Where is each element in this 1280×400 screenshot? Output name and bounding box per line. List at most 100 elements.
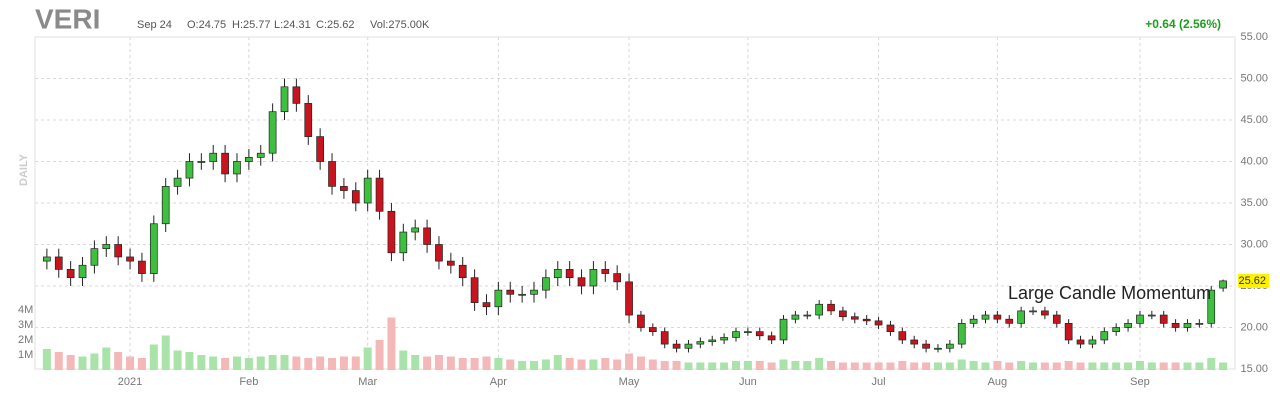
last-price-label: 25.62 (1238, 275, 1266, 287)
candle-body (506, 289, 515, 295)
volume-bar (256, 356, 265, 370)
candle-body (684, 343, 693, 349)
candle-body (173, 177, 182, 187)
candle-body (209, 152, 218, 162)
candle-body (1159, 314, 1168, 324)
volume-bar (137, 358, 146, 370)
candle-body (435, 244, 443, 262)
candle-body (981, 314, 990, 320)
volume-bar (779, 359, 788, 370)
volume-bar (993, 361, 1002, 370)
volume-bar (755, 361, 764, 370)
candle-body (886, 324, 895, 333)
candle-body (90, 248, 99, 266)
candle-body (1219, 280, 1227, 289)
volume-bar (541, 359, 550, 370)
candle-body (720, 337, 728, 341)
y-tick-label: 55.00 (1240, 31, 1268, 43)
candle-body (1100, 331, 1109, 341)
candle-body (779, 318, 788, 341)
plot-frame (34, 36, 1236, 370)
candle-body (1136, 314, 1144, 324)
candle-body (589, 269, 598, 287)
candle-body (815, 303, 824, 316)
candle-body (197, 161, 206, 163)
volume-bar (945, 362, 954, 370)
volume-bar (66, 355, 75, 370)
volume-bar (244, 358, 253, 370)
candle-body (138, 260, 146, 274)
candle-body (399, 231, 408, 254)
volume-bar (1029, 362, 1038, 370)
y-tick-label: 40.00 (1240, 155, 1268, 167)
candle-body (957, 323, 966, 345)
volume-bar (1183, 362, 1192, 370)
volume-bar (209, 356, 218, 370)
volume-bar (1017, 361, 1026, 370)
volume-bar (126, 356, 135, 370)
x-tick-label: Jun (739, 376, 757, 388)
volume-bar (1040, 362, 1049, 370)
volume-bar (1052, 362, 1061, 370)
candle-body (934, 347, 942, 350)
y-tick-label: 15.00 (1240, 363, 1268, 375)
candle-body (1029, 310, 1037, 313)
candle-body (102, 244, 111, 250)
volume-bar (672, 361, 681, 370)
candle-body (1195, 323, 1204, 325)
volume-bar (957, 359, 966, 370)
volume-bar (339, 356, 348, 370)
candle-body (910, 339, 919, 345)
x-tick-label: Mar (358, 376, 377, 388)
volume-bar (1064, 361, 1073, 370)
volume-bar (518, 361, 527, 370)
candle-body (482, 302, 491, 308)
volume-bar (304, 358, 313, 370)
volume-bar (815, 358, 824, 370)
volume-bar (1124, 362, 1133, 370)
volume-bar (1159, 362, 1168, 370)
candle-body (351, 190, 360, 204)
volume-bar (90, 353, 99, 370)
volume-bar (874, 362, 883, 370)
candle-body (245, 157, 253, 162)
volume-bar (1219, 362, 1228, 370)
volume-bar (470, 358, 479, 370)
header-date: Sep 24 (137, 19, 172, 31)
volume-bar (803, 361, 812, 370)
candle-body (494, 289, 503, 308)
x-tick-label: Sep (1130, 376, 1150, 388)
y-tick-label: 50.00 (1240, 72, 1268, 84)
volume-bar (530, 361, 539, 370)
volume-bar (114, 352, 123, 370)
volume-bar (1005, 362, 1014, 370)
volume-bar (102, 347, 111, 370)
volume-bar (791, 361, 800, 370)
header-close: C:25.62 (316, 19, 355, 31)
volume-tick-label: 3M (18, 319, 33, 331)
candle-body (530, 289, 538, 295)
candle-body (423, 227, 431, 245)
volume-bar (1171, 362, 1180, 370)
header-low: L:24.31 (274, 19, 311, 31)
volume-bar (636, 356, 645, 370)
candle-body (648, 327, 657, 333)
candle-body (898, 331, 907, 341)
volume-bar (375, 340, 384, 370)
volume-bar (232, 356, 241, 370)
volume-bar (494, 358, 503, 370)
candle-body (78, 264, 87, 279)
volume-bar (328, 358, 337, 370)
x-tick-label: May (619, 376, 640, 388)
ticker: VERI (35, 3, 100, 34)
volume-bar (1195, 362, 1204, 370)
candle-body (54, 256, 63, 270)
candle-body (1041, 310, 1049, 316)
candle-body (1076, 339, 1085, 345)
volume-bar (149, 344, 158, 370)
volume-bar (850, 362, 859, 370)
volume-bar (1207, 358, 1216, 370)
candle-body (1171, 323, 1180, 328)
